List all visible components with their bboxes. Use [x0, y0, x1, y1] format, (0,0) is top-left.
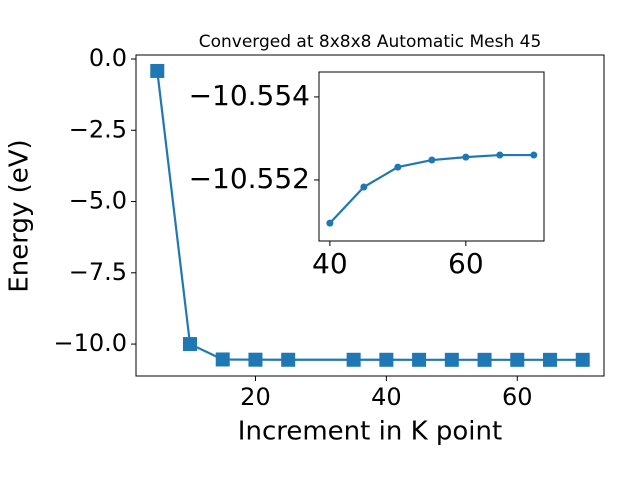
y-tick-label: 0.0	[89, 44, 127, 72]
x-tick-label: 40	[371, 383, 402, 411]
marker	[150, 63, 165, 78]
marker	[510, 352, 525, 367]
plot-area	[318, 71, 545, 242]
y-tick-label: −2.5	[69, 115, 127, 143]
y-tick-label: −5.0	[69, 187, 127, 215]
x-tick-label: 60	[448, 247, 484, 280]
marker	[326, 219, 334, 227]
marker	[394, 163, 402, 171]
marker	[346, 352, 361, 367]
marker	[428, 156, 436, 164]
marker	[477, 352, 492, 367]
marker	[379, 352, 394, 367]
marker	[530, 151, 538, 159]
y-tick-label: −7.5	[69, 258, 127, 286]
y-axis-label: Energy (eV)	[5, 139, 35, 292]
marker	[496, 151, 504, 159]
marker	[183, 337, 197, 352]
marker	[543, 352, 557, 367]
marker	[575, 352, 590, 367]
chart-title: Converged at 8x8x8 Automatic Mesh 45	[199, 32, 542, 52]
marker	[248, 352, 263, 367]
x-axis-label: Increment in K point	[238, 417, 502, 447]
marker	[462, 153, 470, 161]
marker	[412, 352, 427, 367]
y-tick-label: −10.552	[189, 162, 310, 195]
x-tick-label: 40	[312, 247, 348, 280]
marker	[281, 352, 296, 367]
x-tick-label: 60	[502, 383, 533, 411]
y-tick-label: −10.0	[53, 329, 127, 357]
marker	[360, 183, 368, 191]
marker	[444, 352, 459, 367]
x-tick-label: 20	[240, 383, 271, 411]
y-tick-label: −10.554	[189, 79, 310, 112]
marker	[215, 352, 230, 367]
